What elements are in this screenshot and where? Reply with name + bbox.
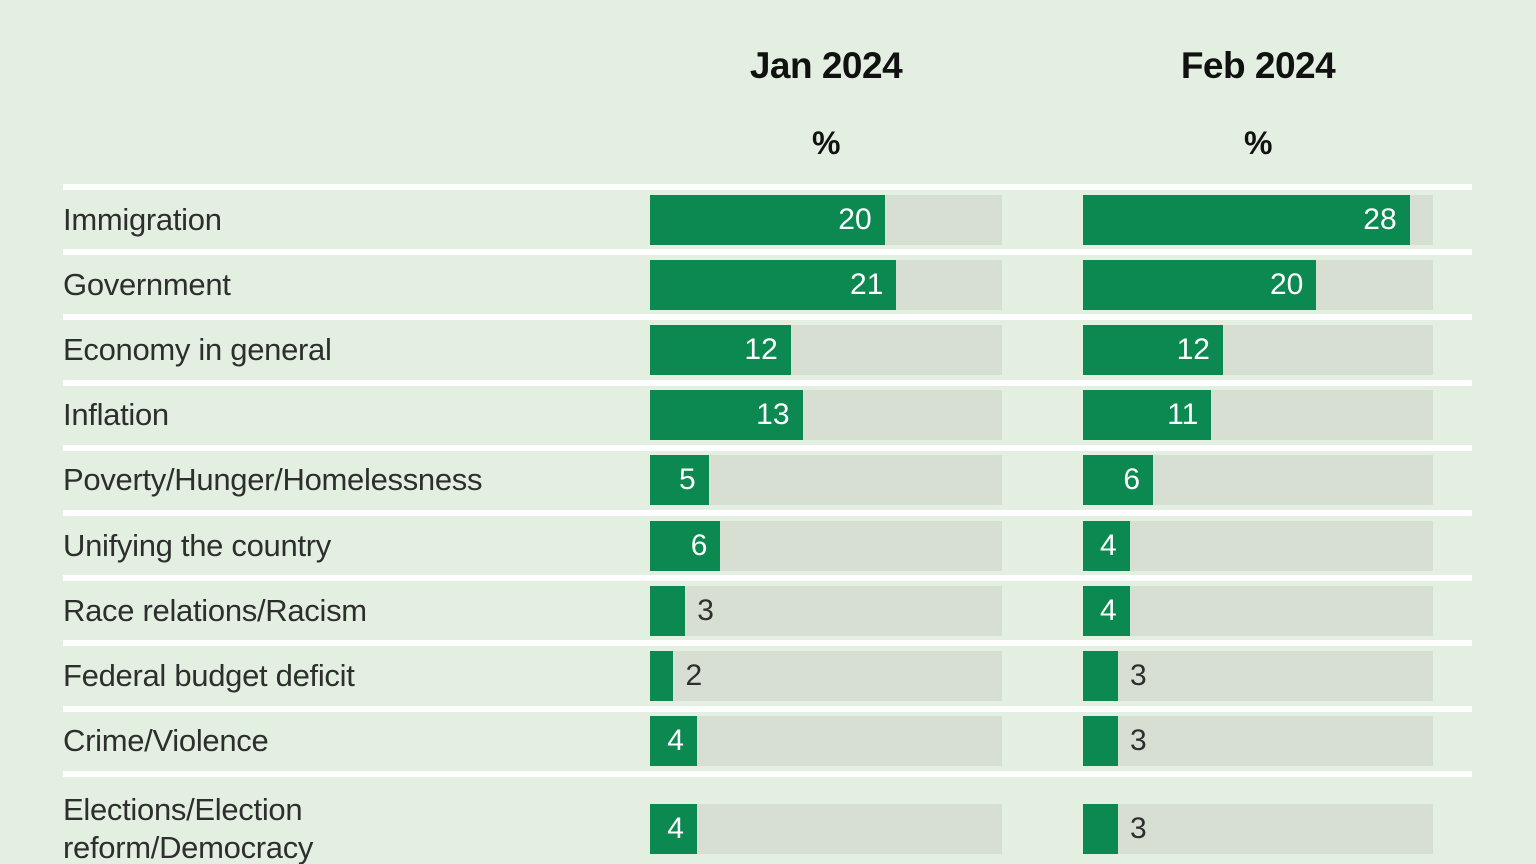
feb-bar-value: 28 [1363, 202, 1397, 236]
jan-bar [650, 650, 674, 701]
feb-bar-track: 3 [1083, 716, 1433, 767]
category-label: Race relations/Racism [63, 592, 367, 628]
table-row: Economy in general 12 12 [63, 314, 1472, 379]
jan-bar-value: 13 [756, 398, 790, 432]
jan-bar-value: 4 [667, 724, 684, 758]
feb-bar-track: 3 [1083, 803, 1433, 854]
jan-bar: 6 [650, 520, 721, 571]
feb-bar: 4 [1083, 585, 1130, 636]
feb-bar-track: 6 [1083, 455, 1433, 506]
feb-bar-track: 4 [1083, 520, 1433, 571]
jan-bar-track: 5 [650, 455, 1002, 506]
jan-bar-value: 12 [744, 332, 778, 366]
feb-bar-track: 20 [1083, 259, 1433, 310]
feb-bar: 4 [1083, 520, 1130, 571]
feb-bar-value: 4 [1099, 593, 1117, 627]
jan-bar: 21 [650, 259, 897, 310]
table-row: Unifying the country 6 4 [63, 509, 1472, 575]
jan-bar-value: 6 [690, 528, 708, 562]
chart-content: Jan 2024 Feb 2024 % % Immigration 20 28 … [63, 0, 1472, 864]
column-unit-jan: % [812, 125, 840, 161]
jan-bar-track: 6 [650, 520, 1002, 571]
jan-bar-value: 5 [678, 463, 696, 497]
feb-bar-value: 3 [1130, 811, 1147, 845]
table-row: Government 21 20 [63, 249, 1472, 314]
feb-bar: 11 [1083, 390, 1212, 441]
table-row: Inflation 13 11 [63, 379, 1472, 445]
category-label: Inflation [63, 397, 169, 433]
jan-bar-value: 2 [685, 658, 703, 692]
feb-bar: 12 [1083, 324, 1223, 375]
feb-bar: 20 [1083, 259, 1317, 310]
table-row: Race relations/Racism 3 4 [63, 575, 1472, 640]
jan-bar: 13 [650, 390, 803, 441]
feb-bar-value: 12 [1176, 332, 1210, 366]
category-label: Poverty/Hunger/Homelessness [63, 462, 483, 498]
jan-bar [650, 585, 686, 636]
feb-bar-value: 3 [1130, 658, 1147, 692]
feb-bar-track: 11 [1083, 390, 1433, 441]
category-label: Elections/Election reform/Democracy [63, 791, 314, 864]
table-row: Elections/Election reform/Democracy 4 3 [63, 770, 1472, 864]
category-label: Federal budget deficit [63, 657, 355, 693]
feb-bar-track: 3 [1083, 650, 1433, 701]
chart-rows: Immigration 20 28 Government 21 20 Econo… [63, 184, 1472, 864]
feb-bar-value: 6 [1123, 463, 1140, 497]
jan-bar-value: 4 [667, 811, 684, 845]
feb-bar-value: 11 [1167, 398, 1199, 432]
feb-bar [1083, 650, 1118, 701]
category-label: Crime/Violence [63, 723, 269, 759]
table-row: Federal budget deficit 2 3 [63, 640, 1472, 705]
column-unit-feb: % [1244, 125, 1272, 161]
jan-bar-value: 3 [697, 593, 714, 627]
jan-bar: 5 [650, 455, 709, 506]
jan-bar-value: 20 [838, 202, 872, 236]
category-label: Economy in general [63, 331, 332, 367]
jan-bar-value: 21 [850, 267, 884, 301]
table-row: Immigration 20 28 [63, 184, 1472, 249]
feb-bar-track: 12 [1083, 324, 1433, 375]
table-row: Poverty/Hunger/Homelessness 5 6 [63, 444, 1472, 510]
table-row: Crime/Violence 4 3 [63, 705, 1472, 771]
jan-bar-track: 4 [650, 803, 1002, 854]
jan-bar-track: 3 [650, 585, 1002, 636]
jan-bar: 4 [650, 803, 697, 854]
jan-bar-track: 21 [650, 259, 1002, 310]
jan-bar-track: 20 [650, 194, 1002, 245]
feb-bar [1083, 803, 1118, 854]
column-header-feb: Feb 2024 [1180, 45, 1336, 86]
feb-bar-track: 28 [1083, 194, 1433, 245]
jan-bar: 20 [650, 194, 885, 245]
jan-bar-track: 12 [650, 324, 1002, 375]
feb-bar-value: 4 [1099, 528, 1117, 562]
jan-bar-track: 2 [650, 650, 1002, 701]
category-label: Immigration [63, 201, 222, 237]
category-label: Unifying the country [63, 527, 331, 563]
jan-bar-track: 4 [650, 716, 1002, 767]
jan-bar-track: 13 [650, 390, 1002, 441]
feb-bar: 28 [1083, 194, 1410, 245]
feb-bar-track: 4 [1083, 585, 1433, 636]
column-header-jan: Jan 2024 [749, 45, 903, 86]
feb-bar-value: 20 [1269, 267, 1304, 301]
jan-bar: 4 [650, 716, 697, 767]
feb-bar [1083, 716, 1118, 767]
jan-bar: 12 [650, 324, 791, 375]
feb-bar-value: 3 [1130, 724, 1147, 758]
feb-bar: 6 [1083, 455, 1153, 506]
category-label: Government [63, 266, 231, 302]
